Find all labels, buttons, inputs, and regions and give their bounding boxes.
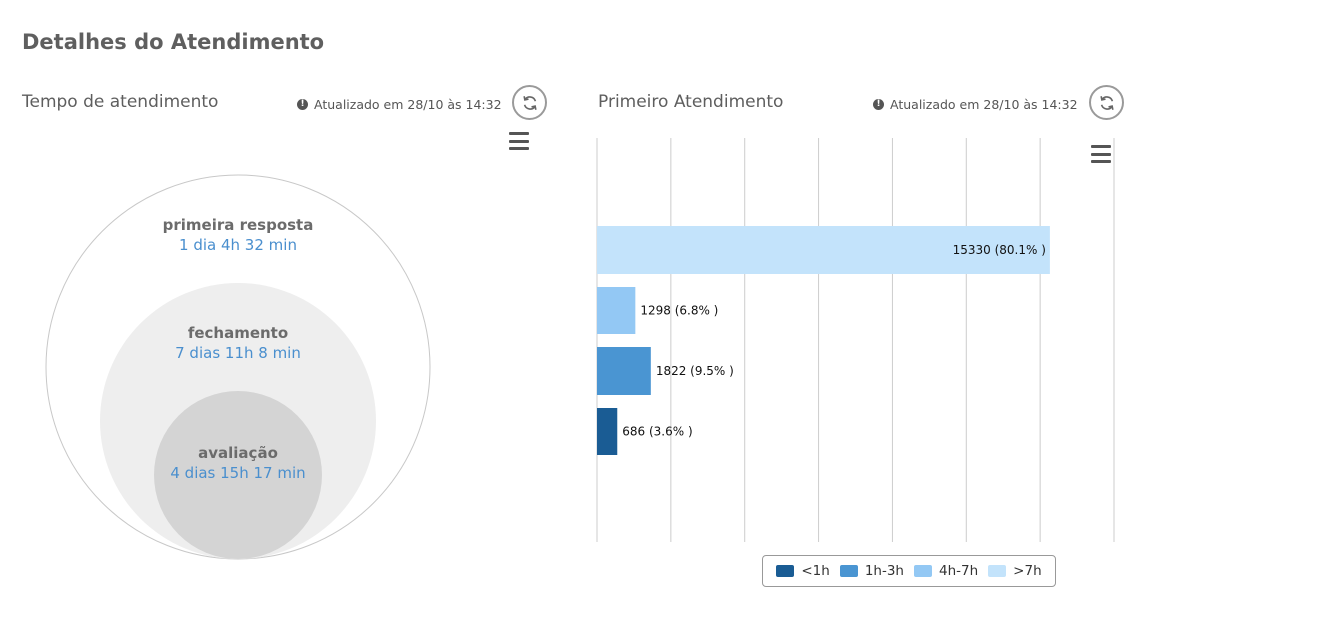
bubble-avaliacao — [154, 391, 322, 559]
data-label-4h-7h: 1298 (6.8% ) — [640, 304, 718, 318]
bar-1h-3h[interactable] — [597, 347, 651, 395]
right-chart-menu-button[interactable] — [1091, 145, 1111, 163]
page-title: Detalhes do Atendimento — [22, 30, 325, 54]
left-refresh-button[interactable] — [512, 85, 547, 120]
left-chart-menu-button[interactable] — [509, 132, 529, 150]
info-icon: ! — [297, 99, 308, 110]
legend-label: 4h-7h — [939, 563, 979, 579]
left-updated-text: Atualizado em 28/10 às 14:32 — [314, 97, 502, 112]
legend-item[interactable]: >7h — [988, 563, 1042, 579]
legend-item[interactable]: 1h-3h — [839, 563, 904, 579]
bubble-chart — [45, 174, 431, 560]
legend-swatch — [988, 565, 1007, 577]
bubble-value: 1 dia 4h 32 min — [179, 236, 297, 254]
bar->7h[interactable] — [597, 226, 1050, 274]
refresh-icon — [522, 95, 537, 110]
bubble-name: fechamento — [187, 324, 289, 342]
bubble-label-primeira-resposta: primeira resposta 1 dia 4h 32 min — [108, 216, 368, 254]
data-label-<1h: 686 (3.6% ) — [622, 425, 692, 439]
data-label-1h-3h: 1822 (9.5% ) — [656, 364, 734, 378]
right-updated-text: Atualizado em 28/10 às 14:32 — [890, 97, 1078, 112]
tempo-atendimento-title: Tempo de atendimento — [22, 92, 219, 112]
refresh-icon — [1099, 95, 1114, 110]
bubble-label-fechamento: fechamento 7 dias 11h 8 min — [108, 324, 368, 362]
bubble-value: 7 dias 11h 8 min — [175, 344, 301, 362]
right-updated-status: ! Atualizado em 28/10 às 14:32 — [873, 97, 1078, 112]
data-label->7h: 15330 (80.1% ) — [953, 243, 1046, 257]
bubble-value: 4 dias 15h 17 min — [170, 464, 306, 482]
legend-swatch — [776, 565, 795, 577]
legend-label: >7h — [1013, 563, 1042, 579]
bubble-name: primeira resposta — [162, 216, 314, 234]
legend-swatch — [914, 565, 932, 577]
primeiro-atendimento-title: Primeiro Atendimento — [598, 92, 784, 112]
legend-item[interactable]: <1h — [776, 563, 830, 579]
bar-<1h[interactable] — [597, 408, 618, 455]
legend-label: 1h-3h — [864, 563, 904, 579]
bar-labels: 15330 (80.1% ) 1298 (6.8% ) 1822 (9.5% ) 68… — [622, 243, 1046, 439]
legend-item[interactable]: 4h-7h — [914, 563, 978, 579]
chart-legend: <1h 1h-3h 4h-7h >7h — [762, 555, 1056, 587]
bars — [597, 226, 1050, 455]
bar-4h-7h[interactable] — [597, 287, 636, 334]
info-icon: ! — [873, 99, 884, 110]
bubble-label-avaliacao: avaliação 4 dias 15h 17 min — [108, 444, 368, 482]
left-updated-status: ! Atualizado em 28/10 às 14:32 — [297, 97, 502, 112]
bubble-name: avaliação — [198, 444, 278, 462]
legend-swatch — [839, 565, 858, 577]
legend-label: <1h — [801, 563, 830, 579]
grid-lines — [596, 138, 1115, 542]
right-refresh-button[interactable] — [1089, 85, 1124, 120]
